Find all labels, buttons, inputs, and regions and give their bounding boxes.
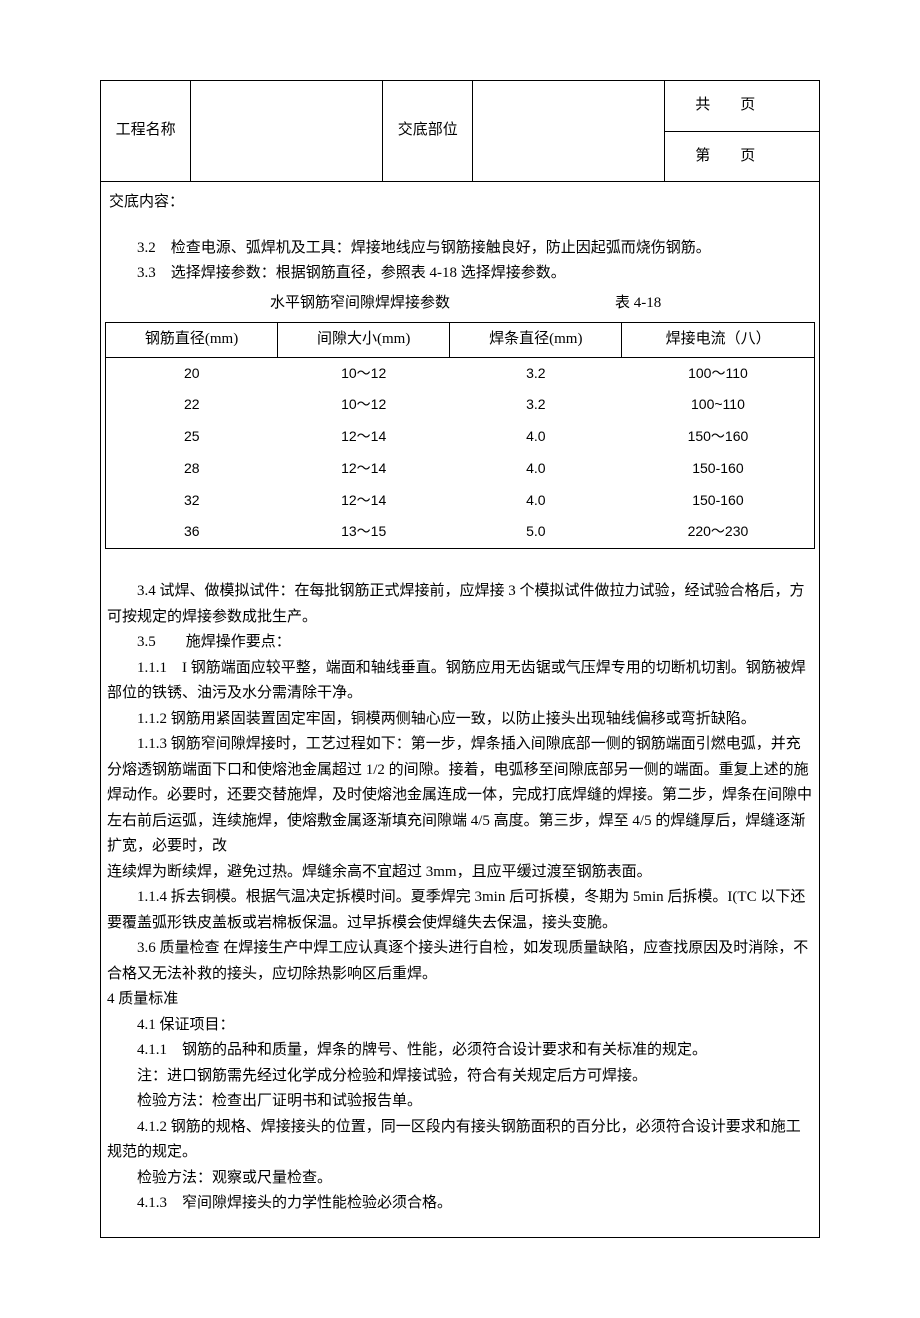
section-1-1-3-cont: 连续焊为断续焊，避免过热。焊缝余高不宜超过 3mm，且应平缓过渡至钢筋表面。 xyxy=(105,860,815,886)
section-4: 4 质量标准 xyxy=(105,987,815,1013)
section-1-1-3: 1.1.3 钢筋窄间隙焊接时，工艺过程如下：第一步，焊条插入间隙底部一侧的钢筋端… xyxy=(105,732,815,860)
section-4-1: 4.1 保证项目： xyxy=(105,1013,815,1039)
table-row: 2812〜144.0150-160 xyxy=(106,453,815,485)
table-ref: 表 4-18 xyxy=(615,291,755,317)
table-row: 3212〜144.0150-160 xyxy=(106,485,815,517)
section-4-1-1: 4.1.1 钢筋的品种和质量，焊条的牌号、性能，必须符合设计要求和有关标准的规定… xyxy=(105,1038,815,1064)
project-name-value xyxy=(191,81,383,182)
table-title: 水平钢筋窄间隙焊焊接参数 xyxy=(105,291,615,317)
section-1-1-4: 1.1.4 拆去铜模。根据气温决定拆模时间。夏季焊完 3min 后可拆模，冬期为… xyxy=(105,885,815,936)
params-header-row: 钢筋直径(mm) 间隙大小(mm) 焊条直径(mm) 焊接电流（八） xyxy=(106,323,815,358)
table-row: 2512〜144.0150〜160 xyxy=(106,421,815,453)
project-name-label: 工程名称 xyxy=(101,81,191,182)
section-4-1-2-check: 检验方法：观察或尺量检查。 xyxy=(105,1166,815,1192)
section-3-3: 3.3 选择焊接参数：根据钢筋直径，参照表 4-18 选择焊接参数。 xyxy=(105,261,815,287)
section-4-1-3: 4.1.3 窄间隙焊接头的力学性能检验必须合格。 xyxy=(105,1191,815,1217)
position-label: 交底部位 xyxy=(383,81,473,182)
table-row: 3613〜155.0220〜230 xyxy=(106,516,815,548)
total-pages-label: 共页 xyxy=(665,81,820,132)
content-table: 交底内容： 3.2 检查电源、弧焊机及工具：焊接地线应与钢筋接触良好，防止因起弧… xyxy=(100,182,820,1238)
table-title-row: 水平钢筋窄间隙焊焊接参数 表 4-18 xyxy=(105,287,815,321)
section-3-4: 3.4 试焊、做模拟试件：在每批钢筋正式焊接前，应焊接 3 个模拟试件做拉力试验… xyxy=(105,579,815,630)
col-header: 钢筋直径(mm) xyxy=(106,323,278,358)
header-table: 工程名称 交底部位 共页 第页 xyxy=(100,80,820,182)
section-3-6: 3.6 质量检查 在焊接生产中焊工应认真逐个接头进行自检，如发现质量缺陷，应查找… xyxy=(105,936,815,987)
section-4-1-2: 4.1.2 钢筋的规格、焊接接头的位置，同一区段内有接头钢筋面积的百分比，必须符… xyxy=(105,1115,815,1166)
section-1-1-2: 1.1.2 钢筋用紧固装置固定牢固，铜模两侧轴心应一致，以防止接头出现轴线偏移或… xyxy=(105,707,815,733)
section-3-2: 3.2 检查电源、弧焊机及工具：焊接地线应与钢筋接触良好，防止因起弧而烧伤钢筋。 xyxy=(105,236,815,262)
params-table: 钢筋直径(mm) 间隙大小(mm) 焊条直径(mm) 焊接电流（八） 2010〜… xyxy=(105,322,815,549)
section-1-1-1: 1.1.1 I 钢筋端面应较平整，端面和轴线垂直。钢筋应用无齿锯或气压焊专用的切… xyxy=(105,656,815,707)
table-row: 2210〜123.2100~110 xyxy=(106,389,815,421)
col-header: 焊条直径(mm) xyxy=(450,323,622,358)
params-body: 2010〜123.2100〜110 2210〜123.2100~110 2512… xyxy=(106,357,815,549)
section-4-1-1-check: 检验方法：检查出厂证明书和试验报告单。 xyxy=(105,1089,815,1115)
col-header: 焊接电流（八） xyxy=(622,323,815,358)
page-num-label: 第页 xyxy=(665,131,820,182)
position-value xyxy=(473,81,665,182)
section-3-5: 3.5 施焊操作要点： xyxy=(105,630,815,656)
content-label: 交底内容： xyxy=(105,190,815,216)
table-row: 2010〜123.2100〜110 xyxy=(106,357,815,389)
section-4-1-1-note: 注：进口钢筋需先经过化学成分检验和焊接试验，符合有关规定后方可焊接。 xyxy=(105,1064,815,1090)
col-header: 间隙大小(mm) xyxy=(278,323,450,358)
